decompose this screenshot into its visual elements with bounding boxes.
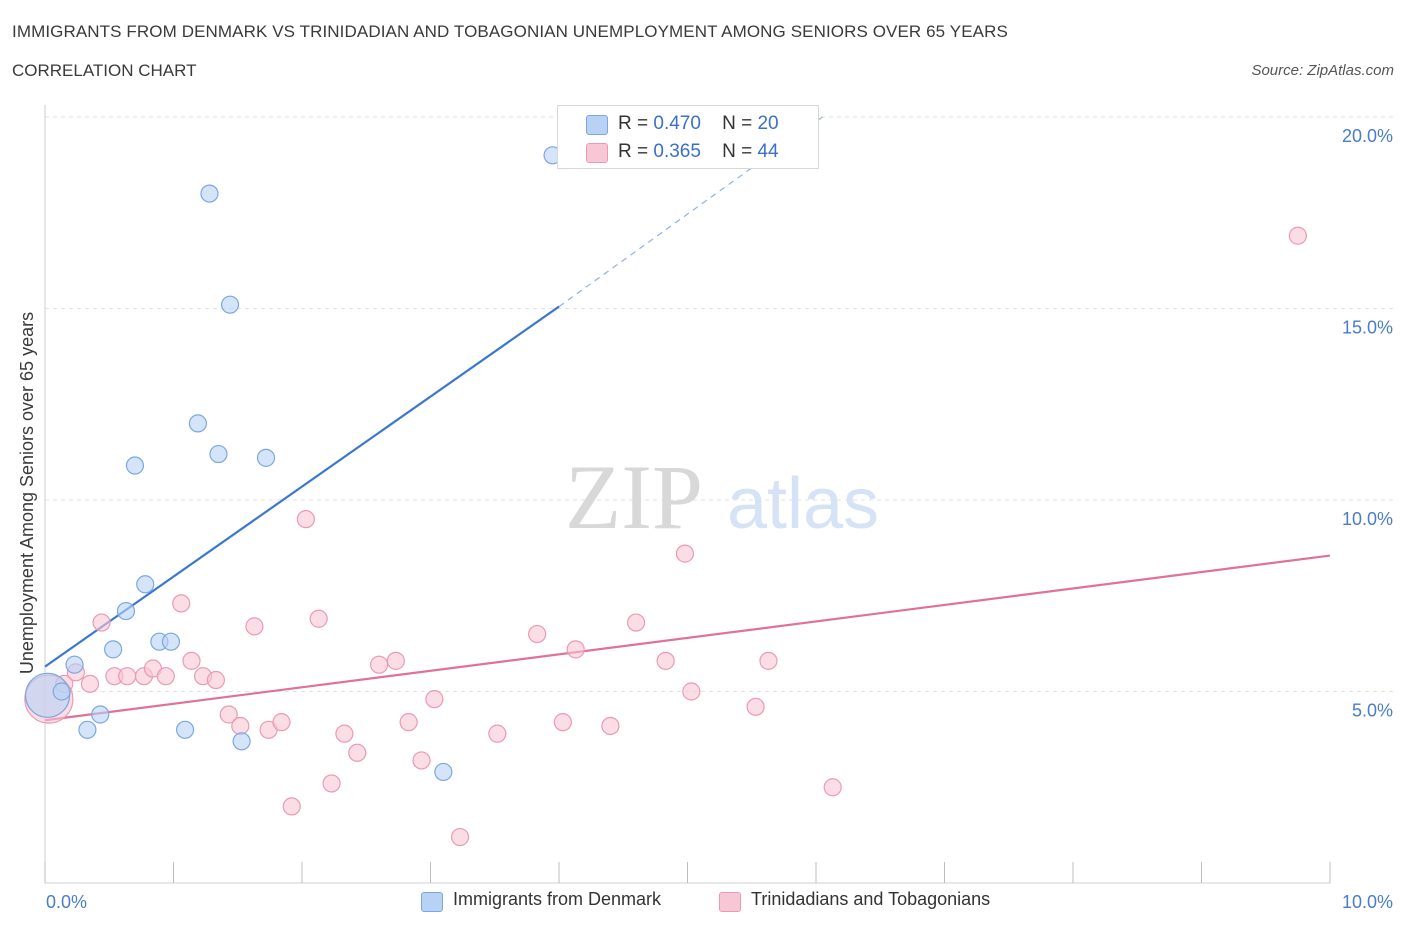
y-tick-label: 10.0% [1342,509,1393,529]
point-trinidadians [626,613,646,632]
point-trinidadians [386,651,405,670]
chart-title: IMMIGRANTS FROM DENMARK VS TRINIDADIAN A… [12,22,1008,41]
legend-row-denmark: R = 0.470 N = 20 [618,113,779,135]
point-trinidadians [675,544,695,563]
point-denmark [91,705,110,724]
point-trinidadians [118,667,137,686]
legend-swatch-denmark [586,115,608,135]
y-tick-label: 20.0% [1342,126,1393,146]
point-denmark [175,720,195,739]
point-trinidadians [1288,226,1307,245]
point-denmark [256,448,276,467]
bottom-legend-swatch-denmark [421,892,443,912]
point-trinidadians [759,651,778,670]
point-denmark [136,575,155,594]
legend-r-label: R = [618,113,649,134]
point-denmark [188,414,208,433]
point-trinidadians [412,751,431,770]
trend-line-trinidadians [44,554,1331,722]
point-trinidadians [156,667,175,686]
point-trinidadians [296,510,315,529]
y-tick-label: 5.0% [1352,701,1393,721]
point-trinidadians [348,743,367,762]
point-denmark [65,655,84,674]
chart-subtitle: CORRELATION CHART [12,61,197,80]
y-axis-label: Unemployment Among Seniors over 65 years [17,312,37,674]
legend-r-value-denmark: 0.470 [653,113,701,134]
bottom-legend-swatch-trinidadians [719,892,741,912]
point-trinidadians [656,651,675,670]
point-trinidadians [425,690,444,709]
point-trinidadians [231,716,250,736]
point-trinidadians [322,774,341,793]
point-denmark [200,184,219,203]
point-trinidadians [488,724,507,743]
point-trinidadians [553,713,572,732]
source-credit: Source: ZipAtlas.com [1251,62,1394,79]
legend-n-value-denmark: 20 [757,113,779,134]
point-trinidadians [335,724,354,743]
point-trinidadians [92,613,111,632]
point-denmark [116,601,136,621]
point-trinidadians [823,778,842,797]
trend-line-denmark [44,116,823,668]
legend-n-label: N = [722,113,753,134]
point-denmark [52,682,71,701]
legend-r-value-trinidadians: 0.365 [653,141,701,162]
point-trinidadians [370,655,389,674]
legend-swatch-trinidadians [586,143,608,163]
y-tick-label: 15.0% [1342,318,1393,338]
points-denmark [24,146,562,782]
point-trinidadians [309,609,328,628]
point-trinidadians [272,713,291,732]
legend-row-trinidadians: R = 0.365 N = 44 [618,141,779,163]
point-denmark [161,632,181,651]
point-trinidadians [746,697,765,716]
correlation-legend: R = 0.470 N = 20 R = 0.365 N = 44 [557,105,819,169]
point-trinidadians [682,682,701,701]
point-trinidadians [245,617,264,636]
x-tick-label-max: 10.0% [1342,892,1393,912]
bottom-legend-trinidadians: Trinidadians and Tobagonians [751,889,991,909]
legend-n-label: N = [722,141,753,162]
point-denmark [220,295,240,314]
legend-r-label: R = [618,141,649,162]
point-trinidadians [182,651,201,670]
point-trinidadians [282,797,301,816]
point-trinidadians [219,705,238,724]
point-trinidadians [566,640,585,659]
point-denmark [232,732,251,751]
point-trinidadians [172,594,191,613]
watermark-zip: ZIP [565,446,703,548]
gridlines [45,116,1393,692]
point-denmark [209,444,228,464]
point-trinidadians [601,716,620,736]
trend-line-trinidadians-solid [44,554,1331,722]
point-trinidadians [80,674,100,693]
point-trinidadians [450,827,470,847]
point-trinidadians [399,713,418,732]
point-denmark [104,640,123,659]
point-trinidadians [206,670,226,690]
point-denmark [434,762,453,782]
point-trinidadians [528,624,547,644]
watermark-atlas: atlas [727,464,879,544]
y-tick-labels: 5.0% 10.0% 15.0% 20.0% [1342,126,1393,721]
point-denmark [78,720,97,739]
legend-n-value-trinidadians: 44 [757,141,779,162]
x-tick-label-min: 0.0% [46,892,87,912]
axes [44,105,1331,884]
point-denmark [125,456,145,475]
bottom-legend-denmark: Immigrants from Denmark [453,889,662,909]
